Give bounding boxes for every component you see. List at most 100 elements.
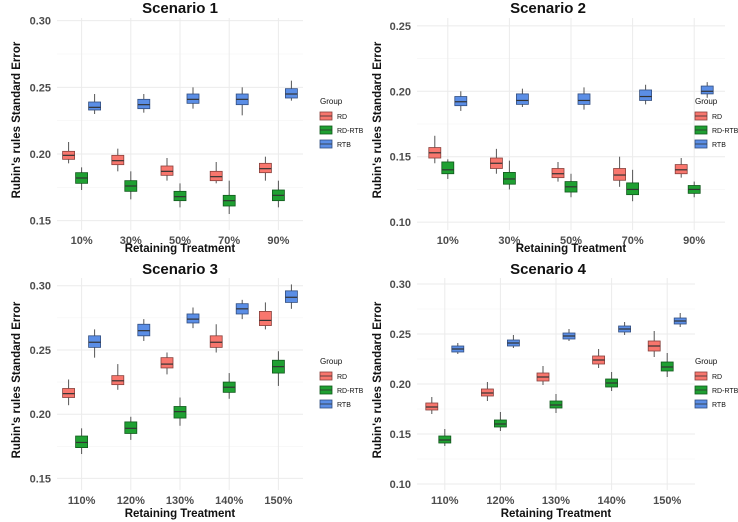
legend-label: RTB [712, 142, 726, 149]
panel-1: 0.15 0.20 0.25 0.30 10% 30% 50% 70% 90% Scenario … [11, 0, 364, 255]
box-rd [536, 366, 550, 385]
legend-label: RTB [712, 402, 726, 409]
box-rd [592, 349, 605, 368]
panel-3: 0.15 0.20 0.25 0.30 110% 120% 130% 140% 150% Scen… [11, 261, 364, 520]
box-rd-rtb [564, 173, 578, 198]
box-body [137, 98, 151, 110]
box-rtb [673, 313, 687, 327]
legend-key-rd: RD [319, 371, 347, 381]
x-tick-label: 120% [117, 495, 145, 507]
box-body [284, 290, 298, 303]
panel-title: Scenario 4 [510, 261, 587, 278]
box-rd-rtb [626, 169, 639, 202]
legend-key-rd-rtb: RD-RTB [319, 125, 364, 135]
y-tick-label: 0.30 [30, 281, 51, 293]
legend-label: RD-RTB [337, 128, 364, 135]
legend-label: RTB [337, 142, 351, 149]
box-rd-rtb [173, 183, 187, 208]
box-rtb [137, 94, 151, 113]
box-rtb [88, 94, 101, 114]
legend-label: RD [337, 114, 347, 121]
box-rd-rtb [687, 181, 701, 198]
box-rd [613, 156, 626, 187]
legend-label: RD [712, 114, 722, 121]
legend: Group RD RD-RTB RTB [319, 357, 364, 409]
box-body [258, 311, 272, 326]
box-rtb [454, 91, 468, 111]
box-body [173, 190, 187, 202]
box-rtb [516, 88, 529, 107]
box-body [186, 93, 200, 104]
legend-key-rtb: RTB [694, 139, 726, 149]
box-body [111, 375, 125, 386]
box-body [258, 162, 272, 174]
x-tick-label: 110% [431, 495, 459, 507]
x-axis-title: Retaining Treatment [501, 508, 612, 520]
box-rtb [186, 307, 200, 329]
x-axis-title: Retaining Treatment [516, 243, 627, 255]
box-rtb [186, 87, 200, 109]
box-rd [258, 302, 272, 330]
legend: Group RD RD-RTB RTB [694, 357, 738, 409]
box-body [577, 93, 591, 105]
legend-title: Group [320, 97, 343, 106]
box-body [626, 182, 639, 196]
box-body [173, 406, 187, 419]
legend-key-rd-rtb: RD-RTB [694, 125, 738, 135]
box-body [88, 101, 101, 111]
panel-title: Scenario 1 [142, 0, 218, 17]
x-tick-label: 120% [486, 495, 514, 507]
box-rtb [639, 84, 652, 105]
box-rd-rtb [438, 429, 452, 446]
box-body [124, 421, 138, 434]
box-rd-rtb [271, 351, 285, 386]
legend-label: RD [337, 374, 347, 381]
panel-title: Scenario 2 [510, 0, 586, 17]
box-rtb [88, 329, 101, 358]
box-rtb [284, 80, 298, 101]
legend-key-rd: RD [694, 111, 722, 121]
legend-label: RD-RTB [337, 388, 364, 395]
legend-label: RD-RTB [712, 388, 738, 395]
box-rd [551, 161, 565, 182]
x-tick-label: 140% [598, 495, 626, 507]
box-rd [160, 352, 174, 375]
y-tick-label: 0.15 [390, 152, 411, 164]
box-rd-rtb [124, 171, 138, 200]
y-axis-title: Rubin's rules Standard Error [372, 41, 384, 198]
box-body [613, 168, 626, 181]
y-axis-title: Rubin's rules Standard Error [11, 41, 23, 198]
box-body [62, 388, 75, 398]
y-tick-label: 0.30 [390, 279, 411, 291]
box-rd-rtb [441, 159, 455, 179]
legend-key-rd: RD [319, 111, 347, 121]
box-rd [258, 156, 272, 181]
y-tick-label: 0.30 [30, 16, 51, 28]
panel-4: 0.10 0.15 0.20 0.25 0.30 110% 120% 130% 140% 150%… [372, 261, 738, 520]
legend-key-rtb: RTB [694, 399, 726, 409]
legend-key-rd-rtb: RD-RTB [319, 385, 364, 395]
x-axis-title: Retaining Treatment [125, 508, 236, 520]
legend-label: RTB [337, 402, 351, 409]
x-axis-title: Retaining Treatment [125, 243, 236, 255]
box-rd-rtb [222, 373, 236, 399]
x-tick-label: 150% [653, 495, 681, 507]
x-tick-label: 10% [71, 235, 93, 247]
x-tick-label: 50% [560, 235, 582, 247]
box-rd [62, 142, 75, 164]
box-rd [480, 382, 494, 401]
box-rd [111, 364, 125, 390]
y-tick-label: 0.20 [30, 149, 51, 161]
box-rd-rtb [124, 416, 138, 440]
box-body [186, 313, 200, 324]
box-rd [428, 135, 442, 164]
x-tick-label: 10% [437, 235, 459, 247]
x-tick-label: 50% [169, 235, 191, 247]
box-body [209, 335, 223, 348]
box-body [551, 168, 565, 179]
box-rd [111, 148, 125, 172]
box-rd-rtb [222, 180, 236, 214]
box-rtb [562, 329, 576, 341]
panel-2: 0.10 0.15 0.20 0.25 10% 30% 50% 70% 90% Scenario … [372, 0, 738, 255]
box-body [674, 164, 688, 175]
